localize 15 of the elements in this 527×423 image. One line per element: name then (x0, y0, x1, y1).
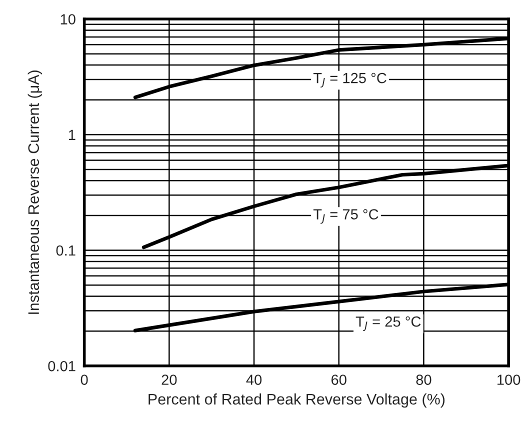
y-tick-label: 0.01 (48, 360, 76, 372)
y-tick-label: 1 (68, 130, 76, 140)
x-tick-label: 80 (416, 374, 432, 385)
x-tick-label: 60 (331, 374, 346, 385)
x-axis-title: Percent of Rated Peak Reverse Voltage (%) (148, 393, 445, 408)
x-tick-label: 40 (246, 374, 262, 385)
series-label: T$_{J}$ = 25 °C (356, 316, 421, 332)
series-label: T$_{J}$ = 125 °C (313, 72, 386, 88)
series-label: T$_{J}$ = 75 °C (313, 209, 378, 224)
x-tick-label: 100 (498, 374, 520, 385)
x-tick-label: 0 (80, 374, 88, 385)
y-axis-title: Instantaneous Reverse Current (μA) (28, 70, 42, 314)
y-tick-label: 0.1 (56, 245, 76, 256)
y-tick-label: 10 (60, 14, 76, 24)
x-tick-label: 20 (162, 374, 177, 385)
